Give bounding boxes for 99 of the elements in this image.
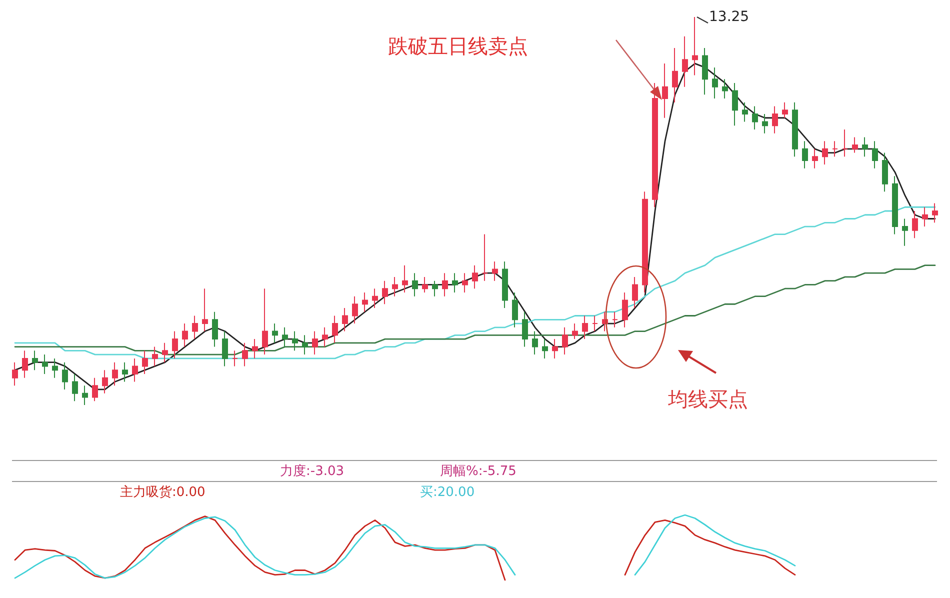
candlestick <box>172 330 178 359</box>
annotation: 13.25 <box>709 9 750 25</box>
candlestick <box>862 136 868 158</box>
candlestick <box>752 106 758 130</box>
candlestick <box>802 140 808 169</box>
candlestick <box>292 330 298 352</box>
candlestick <box>112 362 118 386</box>
candlestick <box>132 358 138 382</box>
candlestick <box>912 210 918 239</box>
candlestick <box>152 346 158 367</box>
candlestick <box>782 102 788 118</box>
candlestick <box>122 362 128 382</box>
candlestick <box>52 358 58 378</box>
candlestick <box>82 385 88 406</box>
candlestick <box>722 78 728 99</box>
candlestick <box>22 350 28 378</box>
candlestick <box>642 191 648 293</box>
candlestick <box>542 338 548 359</box>
candlestick <box>412 272 418 297</box>
candlestick <box>372 288 378 308</box>
candlestick <box>462 272 468 293</box>
candlestick <box>242 342 248 367</box>
annotation: 跌破五日线卖点 <box>388 33 528 60</box>
annotation: 均线买点 <box>668 386 748 413</box>
candlestick <box>92 377 98 402</box>
candlestick <box>162 342 168 363</box>
candlestick <box>892 176 898 235</box>
candlestick <box>882 152 888 192</box>
candlestick <box>682 36 688 88</box>
candlestick <box>922 206 928 228</box>
candlestick <box>382 280 388 305</box>
candlestick <box>482 234 488 282</box>
candlestick <box>142 350 148 374</box>
candlestick <box>792 102 798 158</box>
candlestick <box>472 264 478 290</box>
candlestick <box>252 338 258 359</box>
candlestick <box>712 66 718 99</box>
candlestick <box>272 323 278 344</box>
candlestick <box>212 311 218 348</box>
candlestick <box>622 292 628 328</box>
candlestick <box>512 292 518 328</box>
candlestick <box>662 63 668 118</box>
candlestick <box>232 350 238 367</box>
candlestick <box>402 264 408 293</box>
candlestick <box>692 16 698 76</box>
candlestick <box>362 292 368 312</box>
text: 买:20.00 <box>420 484 475 501</box>
candlestick <box>282 326 288 348</box>
candlestick <box>182 323 188 348</box>
candlestick <box>822 140 828 165</box>
candlestick <box>562 326 568 356</box>
candlestick <box>732 82 738 126</box>
candlestick <box>332 315 338 344</box>
candlestick <box>432 280 438 297</box>
candlestick <box>572 323 578 340</box>
text: 周幅%:-5.75 <box>440 463 516 480</box>
candlestick <box>772 106 778 134</box>
candlestick <box>742 102 748 122</box>
candlestick <box>452 272 458 293</box>
candlestick <box>652 82 658 208</box>
candlestick <box>42 354 48 374</box>
candlestick <box>832 140 838 158</box>
candlestick <box>762 114 768 134</box>
candlestick <box>702 48 708 96</box>
text: 主力吸货:0.00 <box>120 484 206 501</box>
text: 力度:-3.03 <box>280 463 344 480</box>
candlestick <box>352 296 358 324</box>
candlestick <box>522 311 528 348</box>
candlestick <box>302 334 308 356</box>
candlestick <box>322 326 328 348</box>
candlestick <box>842 129 848 158</box>
candlestick <box>222 330 228 367</box>
candlestick <box>502 260 508 308</box>
candlestick <box>422 276 428 293</box>
candlestick <box>492 260 498 282</box>
candlestick <box>932 202 938 224</box>
candlestick <box>442 272 448 297</box>
candlestick <box>552 338 558 359</box>
candlestick <box>852 136 858 154</box>
candlestick <box>102 370 108 394</box>
candlestick <box>262 288 268 356</box>
candlestick <box>872 140 878 169</box>
candlestick <box>672 48 678 103</box>
candlestick <box>12 362 18 386</box>
candlestick <box>812 148 818 169</box>
candlestick <box>32 350 38 371</box>
candlestick <box>312 330 318 356</box>
candlestick <box>902 218 908 246</box>
candlestick <box>592 315 598 332</box>
candlestick <box>202 288 208 332</box>
candlestick <box>632 276 638 308</box>
candlestick <box>342 308 348 332</box>
candlestick <box>72 373 78 402</box>
candlestick <box>532 330 538 356</box>
candlestick <box>582 315 588 340</box>
candlestick <box>62 362 68 390</box>
candlestick <box>612 311 618 328</box>
candlestick <box>392 276 398 297</box>
candlestick <box>192 315 198 340</box>
